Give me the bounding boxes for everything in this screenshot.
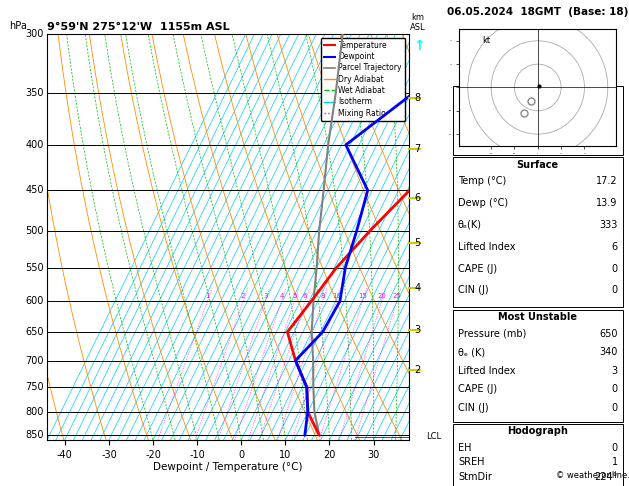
Text: 0: 0 bbox=[611, 443, 618, 453]
Bar bbox=[453, 157, 623, 307]
Text: Dewp (°C): Dewp (°C) bbox=[458, 198, 508, 208]
Text: 224°: 224° bbox=[594, 471, 618, 482]
Text: EH: EH bbox=[458, 443, 472, 453]
Text: ─: ─ bbox=[409, 146, 414, 152]
Text: 1: 1 bbox=[611, 457, 618, 468]
Text: 650: 650 bbox=[26, 327, 44, 337]
Text: SREH: SREH bbox=[458, 457, 484, 468]
Text: θₑ (K): θₑ (K) bbox=[458, 347, 485, 357]
Text: 0: 0 bbox=[611, 403, 618, 413]
Text: 1: 1 bbox=[205, 293, 209, 299]
Text: 6: 6 bbox=[303, 293, 308, 299]
Text: 4: 4 bbox=[279, 293, 284, 299]
Text: Lifted Index: Lifted Index bbox=[458, 366, 516, 376]
Text: 600: 600 bbox=[26, 296, 44, 306]
Text: ─: ─ bbox=[409, 367, 414, 373]
Text: 550: 550 bbox=[25, 262, 44, 273]
Text: 17.2: 17.2 bbox=[596, 176, 618, 186]
Text: 2.65: 2.65 bbox=[584, 133, 606, 143]
Text: K: K bbox=[458, 89, 464, 100]
Text: 333: 333 bbox=[599, 220, 618, 230]
Text: 3: 3 bbox=[611, 366, 618, 376]
Text: 15: 15 bbox=[358, 293, 367, 299]
Text: 350: 350 bbox=[26, 88, 44, 99]
Text: 10: 10 bbox=[332, 293, 341, 299]
Text: ↑: ↑ bbox=[414, 39, 425, 53]
Text: 20: 20 bbox=[377, 293, 386, 299]
Text: 750: 750 bbox=[25, 382, 44, 392]
Text: θₑ(K): θₑ(K) bbox=[458, 220, 482, 230]
Bar bbox=[453, 310, 623, 421]
Text: Hodograph: Hodograph bbox=[508, 426, 568, 436]
Text: hPa: hPa bbox=[9, 21, 27, 31]
Text: CAPE (J): CAPE (J) bbox=[458, 263, 497, 274]
Text: CIN (J): CIN (J) bbox=[458, 285, 489, 295]
Text: Surface: Surface bbox=[517, 160, 559, 170]
Bar bbox=[453, 424, 623, 486]
Text: 4: 4 bbox=[415, 283, 421, 293]
Text: 35: 35 bbox=[593, 111, 606, 121]
Text: 0: 0 bbox=[611, 285, 618, 295]
Text: PW (cm): PW (cm) bbox=[458, 133, 499, 143]
Text: 450: 450 bbox=[26, 185, 44, 195]
Text: 300: 300 bbox=[26, 29, 44, 39]
Text: CAPE (J): CAPE (J) bbox=[458, 384, 497, 395]
Text: 3: 3 bbox=[415, 325, 421, 335]
Bar bbox=[453, 86, 623, 155]
Text: LCL: LCL bbox=[426, 432, 441, 441]
Text: 700: 700 bbox=[26, 356, 44, 365]
Text: 8: 8 bbox=[320, 293, 325, 299]
Text: CIN (J): CIN (J) bbox=[458, 403, 489, 413]
Text: 6: 6 bbox=[611, 242, 618, 252]
Text: 8: 8 bbox=[415, 93, 421, 103]
Text: 800: 800 bbox=[26, 407, 44, 417]
Text: 6: 6 bbox=[415, 193, 421, 203]
Text: 3: 3 bbox=[263, 293, 267, 299]
Text: ─: ─ bbox=[409, 95, 414, 101]
Text: Totals Totals: Totals Totals bbox=[458, 111, 517, 121]
Text: 06.05.2024  18GMT  (Base: 18): 06.05.2024 18GMT (Base: 18) bbox=[447, 7, 628, 17]
Text: StmDir: StmDir bbox=[458, 471, 492, 482]
X-axis label: Dewpoint / Temperature (°C): Dewpoint / Temperature (°C) bbox=[153, 462, 303, 472]
Text: 2: 2 bbox=[241, 293, 245, 299]
Text: kt: kt bbox=[482, 36, 490, 45]
Text: 2: 2 bbox=[415, 365, 421, 375]
Text: Temp (°C): Temp (°C) bbox=[458, 176, 506, 186]
Text: km
ASL: km ASL bbox=[410, 13, 425, 32]
Text: 13.9: 13.9 bbox=[596, 198, 618, 208]
Text: Lifted Index: Lifted Index bbox=[458, 242, 516, 252]
Text: Most Unstable: Most Unstable bbox=[498, 312, 577, 322]
Text: 400: 400 bbox=[26, 140, 44, 150]
Text: 7: 7 bbox=[415, 144, 421, 154]
Text: ─: ─ bbox=[409, 285, 414, 291]
Text: 340: 340 bbox=[599, 347, 618, 357]
Text: 5: 5 bbox=[292, 293, 297, 299]
Text: 9°59'N 275°12'W  1155m ASL: 9°59'N 275°12'W 1155m ASL bbox=[47, 22, 230, 32]
Text: 650: 650 bbox=[599, 329, 618, 339]
Text: 0: 0 bbox=[611, 263, 618, 274]
Text: Pressure (mb): Pressure (mb) bbox=[458, 329, 526, 339]
Text: ─: ─ bbox=[409, 195, 414, 201]
Text: 26: 26 bbox=[593, 89, 606, 100]
Text: ─: ─ bbox=[409, 327, 414, 333]
Text: 25: 25 bbox=[392, 293, 401, 299]
Text: 500: 500 bbox=[26, 226, 44, 236]
Text: 850: 850 bbox=[26, 430, 44, 440]
Text: © weatheronline.co.uk: © weatheronline.co.uk bbox=[555, 471, 629, 480]
Text: 5: 5 bbox=[415, 238, 421, 248]
Text: ─: ─ bbox=[409, 240, 414, 246]
Text: 0: 0 bbox=[611, 384, 618, 395]
Legend: Temperature, Dewpoint, Parcel Trajectory, Dry Adiabat, Wet Adiabat, Isotherm, Mi: Temperature, Dewpoint, Parcel Trajectory… bbox=[321, 38, 405, 121]
